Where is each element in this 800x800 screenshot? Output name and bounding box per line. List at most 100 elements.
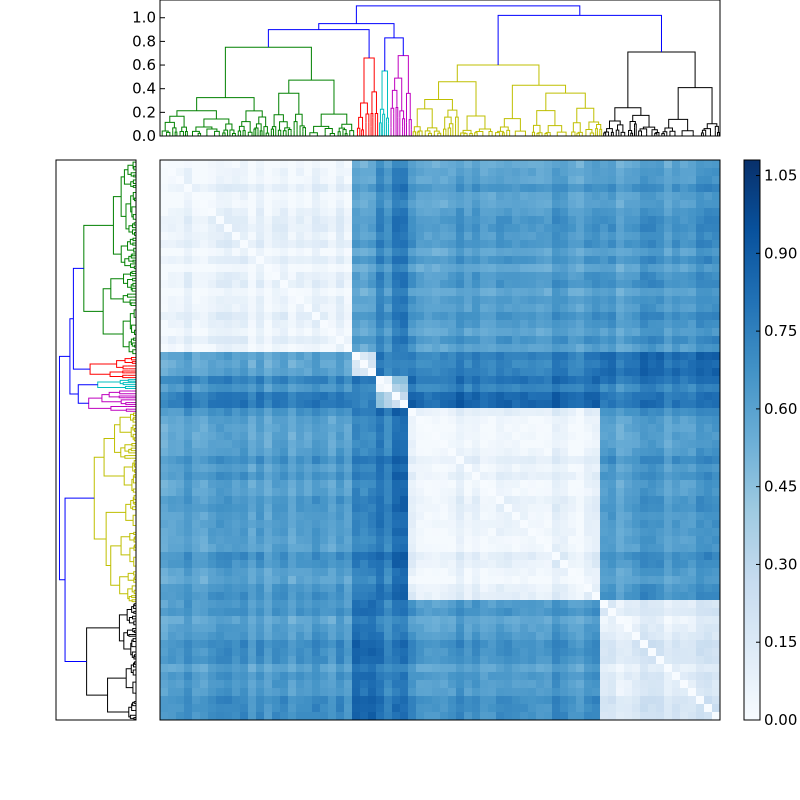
heatmap-cell-31-24 (352, 408, 361, 417)
heatmap-cell-18-39 (472, 304, 481, 313)
heatmap-cell-1-3 (184, 168, 193, 177)
heatmap-cell-52-64 (672, 576, 681, 585)
heatmap-cell-3-34 (432, 184, 441, 193)
heatmap-cell-12-58 (624, 256, 633, 265)
heatmap-cell-36-17 (296, 448, 305, 457)
heatmap-cell-21-57 (616, 328, 625, 337)
heatmap-cell-54-9 (232, 592, 241, 601)
heatmap-cell-47-24 (352, 536, 361, 545)
heatmap-cell-31-40 (480, 408, 489, 417)
heatmap-cell-17-62 (656, 296, 665, 305)
heatmap-cell-41-50 (560, 488, 569, 497)
heatmap-cell-21-37 (456, 328, 465, 337)
heatmap-cell-45-44 (512, 520, 521, 529)
heatmap-cell-27-6 (208, 376, 217, 385)
heatmap-cell-11-57 (616, 248, 625, 257)
heatmap-cell-30-59 (632, 400, 641, 409)
heatmap-cell-37-69 (712, 456, 721, 465)
heatmap-cell-27-26 (368, 376, 377, 385)
heatmap-cell-31-22 (336, 408, 345, 417)
heatmap-cell-14-0 (160, 272, 169, 281)
heatmap-cell-53-9 (232, 584, 241, 593)
heatmap-cell-58-46 (528, 624, 537, 633)
heatmap-cell-46-57 (616, 528, 625, 537)
heatmap-cell-54-25 (360, 592, 369, 601)
heatmap-cell-40-49 (552, 480, 561, 489)
heatmap-cell-30-62 (656, 400, 665, 409)
heatmap-cell-14-24 (352, 272, 361, 281)
heatmap-cell-11-68 (704, 248, 713, 257)
heatmap-cell-47-28 (384, 536, 393, 545)
heatmap-cell-21-29 (392, 328, 401, 337)
heatmap-cell-44-4 (192, 512, 201, 521)
heatmap-cell-13-42 (496, 264, 505, 273)
heatmap-cell-51-58 (624, 568, 633, 577)
heatmap-cell-58-45 (520, 624, 529, 633)
heatmap-cell-39-43 (504, 472, 513, 481)
heatmap-cell-43-6 (208, 504, 217, 513)
heatmap-cell-29-60 (640, 392, 649, 401)
heatmap-cell-35-16 (288, 440, 297, 449)
heatmap-cell-53-54 (592, 584, 601, 593)
heatmap-cell-29-40 (480, 392, 489, 401)
heatmap-cell-5-24 (352, 200, 361, 209)
heatmap-cell-3-43 (504, 184, 513, 193)
heatmap-cell-27-8 (224, 376, 233, 385)
heatmap-cell-8-6 (208, 224, 217, 233)
heatmap-cell-10-60 (640, 240, 649, 249)
heatmap-cell-27-62 (656, 376, 665, 385)
heatmap-cell-16-0 (160, 288, 169, 297)
heatmap-cell-48-22 (336, 544, 345, 553)
heatmap-cell-41-27 (376, 488, 385, 497)
heatmap-cell-32-5 (200, 416, 209, 425)
heatmap-cell-5-17 (296, 200, 305, 209)
heatmap-cell-59-29 (392, 632, 401, 641)
heatmap-cell-16-22 (336, 288, 345, 297)
heatmap-cell-42-61 (648, 496, 657, 505)
top-dendrogram-link-351 (717, 132, 720, 135)
heatmap-cell-16-60 (640, 288, 649, 297)
heatmap-cell-0-41 (488, 160, 497, 169)
heatmap-cell-14-5 (200, 272, 209, 281)
top-dendrogram-link-68 (258, 116, 267, 127)
heatmap-cell-27-2 (176, 376, 185, 385)
heatmap-cell-56-51 (568, 608, 577, 617)
heatmap-cell-55-35 (440, 600, 449, 609)
heatmap-cell-57-58 (624, 616, 633, 625)
heatmap-cell-53-30 (400, 584, 409, 593)
heatmap-cell-42-45 (520, 496, 529, 505)
heatmap-cell-4-24 (352, 192, 361, 201)
heatmap-cell-17-63 (664, 296, 673, 305)
heatmap-cell-12-29 (392, 256, 401, 265)
heatmap-cell-27-0 (160, 376, 169, 385)
heatmap-cell-55-59 (632, 600, 641, 609)
heatmap-cell-57-6 (208, 616, 217, 625)
heatmap-cell-39-35 (440, 472, 449, 481)
top-dendrogram-link-259 (547, 125, 563, 133)
heatmap-cell-48-43 (504, 544, 513, 553)
heatmap-cell-24-22 (336, 352, 345, 361)
heatmap-cell-55-9 (232, 600, 241, 609)
heatmap-cell-8-69 (712, 224, 721, 233)
heatmap-cell-33-60 (640, 424, 649, 433)
heatmap-cell-40-57 (616, 480, 625, 489)
top-dendrogram-link-78 (277, 129, 282, 133)
heatmap-cell-31-12 (256, 408, 265, 417)
heatmap-cell-14-46 (528, 272, 537, 281)
heatmap-cell-15-20 (320, 280, 329, 289)
heatmap-cell-16-42 (496, 288, 505, 297)
heatmap-cell-20-56 (608, 320, 617, 329)
heatmap-cell-40-53 (584, 480, 593, 489)
heatmap-cell-32-4 (192, 416, 201, 425)
heatmap-cell-46-39 (472, 528, 481, 537)
heatmap-cell-8-0 (160, 224, 169, 233)
heatmap-cell-59-17 (296, 632, 305, 641)
heatmap-cell-42-36 (448, 496, 457, 505)
heatmap-cell-5-59 (632, 200, 641, 209)
heatmap-cell-15-37 (456, 280, 465, 289)
heatmap-cell-31-59 (632, 408, 641, 417)
heatmap-cell-53-20 (320, 584, 329, 593)
heatmap-cell-48-6 (208, 544, 217, 553)
heatmap-cell-8-45 (520, 224, 529, 233)
heatmap-cell-41-46 (528, 488, 537, 497)
